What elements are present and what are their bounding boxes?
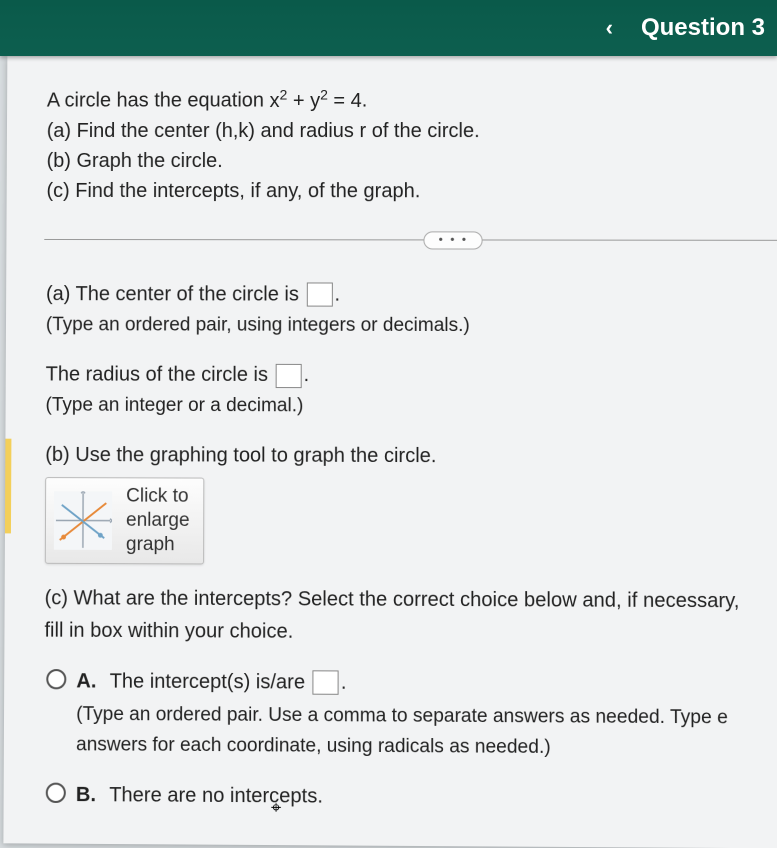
choice-b-label: B. bbox=[76, 784, 96, 806]
radius-label-suffix: . bbox=[304, 364, 310, 386]
enlarge-graph-button[interactable]: Click to enlarge graph bbox=[45, 478, 205, 565]
question-header: ‹ Question 3 bbox=[0, 0, 777, 56]
problem-intro-prefix: A circle has the equation bbox=[47, 90, 270, 112]
part-c-prompt: (c) What are the intercepts? Select the … bbox=[44, 582, 763, 650]
answers-section: (a) The center of the circle is . (Type … bbox=[4, 254, 777, 816]
choice-b-radio[interactable] bbox=[46, 783, 66, 803]
question-page: A circle has the equation x2 + y2 = 4. (… bbox=[3, 56, 777, 848]
divider-line bbox=[44, 239, 777, 241]
radius-input[interactable] bbox=[276, 364, 302, 388]
choice-a-hint: (Type an ordered pair. Use a comma to se… bbox=[76, 699, 764, 765]
radius-hint: (Type an integer or a decimal.) bbox=[45, 391, 761, 424]
problem-intro-suffix: . bbox=[362, 90, 368, 112]
center-input[interactable] bbox=[306, 283, 332, 307]
graph-thumbnail-icon bbox=[54, 491, 112, 550]
choice-b-row: B. There are no intercepts. bbox=[44, 779, 764, 816]
choice-a-prefix: The intercept(s) is/are bbox=[110, 670, 311, 693]
center-label-suffix: . bbox=[334, 283, 340, 305]
radius-label-prefix: The radius of the circle is bbox=[46, 363, 274, 386]
choice-b-text: There are no intercepts. bbox=[109, 784, 323, 808]
intercepts-input[interactable] bbox=[313, 671, 339, 696]
choice-a-label: A. bbox=[76, 670, 96, 692]
problem-part-b: (b) Graph the circle. bbox=[47, 146, 759, 176]
problem-part-a: (a) Find the center (h,k) and radius r o… bbox=[47, 116, 759, 146]
choice-a-radio[interactable] bbox=[46, 669, 66, 689]
enlarge-graph-label: Click to enlarge graph bbox=[126, 485, 190, 557]
problem-statement: A circle has the equation x2 + y2 = 4. (… bbox=[6, 56, 777, 227]
problem-part-c: (c) Find the intercepts, if any, of the … bbox=[46, 176, 758, 207]
problem-equation: x2 + y2 = 4 bbox=[270, 90, 362, 112]
part-a-center: (a) The center of the circle is . (Type … bbox=[46, 278, 762, 342]
question-number: Question 3 bbox=[641, 14, 765, 42]
part-a-radius: The radius of the circle is . (Type an i… bbox=[45, 358, 761, 423]
center-label-prefix: (a) The center of the circle is bbox=[46, 283, 304, 306]
highlight-edge bbox=[5, 439, 11, 534]
choice-a-row: A. The intercept(s) is/are . (Type an or… bbox=[44, 665, 764, 765]
part-b: (b) Use the graphing tool to graph the c… bbox=[45, 439, 763, 566]
center-hint: (Type an ordered pair, using integers or… bbox=[46, 310, 762, 342]
expand-ellipsis-button[interactable]: • • • bbox=[424, 231, 483, 249]
part-b-label: (b) Use the graphing tool to graph the c… bbox=[45, 439, 762, 474]
choice-a-suffix: . bbox=[341, 671, 347, 693]
divider: • • • bbox=[6, 226, 777, 255]
cursor-icon: ⌖ bbox=[271, 797, 281, 818]
back-chevron-icon[interactable]: ‹ bbox=[606, 15, 613, 41]
